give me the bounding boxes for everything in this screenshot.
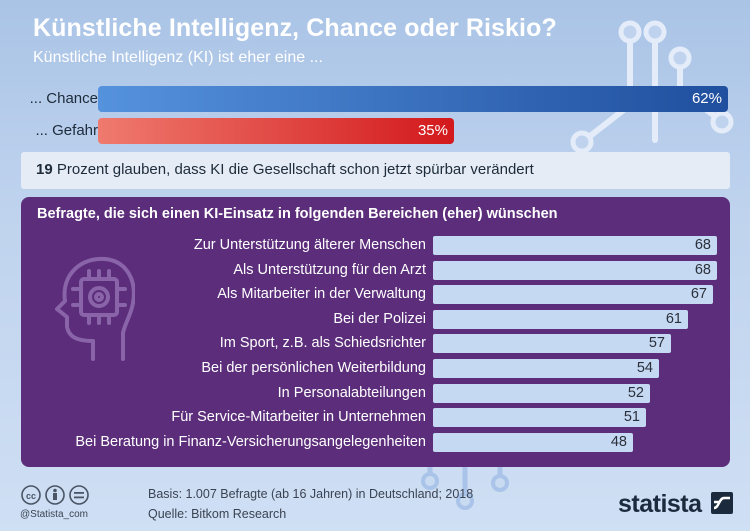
footer-basis: Basis: 1.007 Befragte (ab 16 Jahren) in … <box>148 487 474 501</box>
chance-value: 62% <box>691 90 722 107</box>
stat-description: Prozent glauben, dass KI die Gesellschaf… <box>56 161 534 178</box>
bar-label: Bei der persönlichen Weiterbildung <box>201 360 426 376</box>
bar <box>433 384 650 403</box>
gefahr-bar: 35% <box>98 118 454 144</box>
gefahr-row: ... Gefahr 35% <box>0 118 750 146</box>
stat-number: 19 <box>36 161 53 178</box>
bar <box>433 433 633 452</box>
bar-label: Als Mitarbeiter in der Verwaltung <box>217 286 426 302</box>
chart-title: Befragte, die sich einen KI-Einsatz in f… <box>37 206 558 222</box>
license-icons: cc <box>21 485 89 505</box>
bar-value-label: 54 <box>636 360 653 376</box>
stat-box: 19 Prozent glauben, dass KI die Gesellsc… <box>21 152 730 189</box>
gefahr-value: 35% <box>417 122 448 139</box>
statista-logo-mark-icon <box>711 492 733 514</box>
footer-handle: @Statista_com <box>20 509 88 520</box>
bar-label: Als Unterstützung für den Arzt <box>233 262 426 278</box>
bar <box>433 359 659 378</box>
bar <box>433 236 717 255</box>
circuit-decoration-icon <box>570 20 734 154</box>
bar-value-label: 48 <box>610 434 627 450</box>
bar-value-label: 68 <box>694 262 711 278</box>
wish-chart-panel: Befragte, die sich einen KI-Einsatz in f… <box>21 197 730 467</box>
chance-row: ... Chance 62% <box>0 86 750 114</box>
bar-label: In Personalabteilungen <box>277 385 426 401</box>
bar-label: Bei der Polizei <box>333 311 426 327</box>
page-title: Künstliche Intelligenz, Chance oder Risk… <box>33 14 557 42</box>
bar-label: Bei Beratung in Finanz-Versicherungsange… <box>75 434 426 450</box>
bar-value-label: 51 <box>623 409 640 425</box>
page-subtitle: Künstliche Intelligenz (KI) ist eher ein… <box>33 49 323 66</box>
bar-value-label: 52 <box>627 385 644 401</box>
bar <box>433 285 713 304</box>
bar <box>433 310 688 329</box>
bar-value-label: 57 <box>648 335 665 351</box>
gefahr-label: ... Gefahr <box>35 122 98 139</box>
bar-label: Im Sport, z.B. als Schiedsrichter <box>219 335 426 351</box>
bar-label: Für Service-Mitarbeiter in Unternehmen <box>171 409 426 425</box>
footer-source: Quelle: Bitkom Research <box>148 507 287 521</box>
statista-logo[interactable]: statista <box>618 490 702 518</box>
chance-bar: 62% <box>98 86 728 112</box>
bar <box>433 334 671 353</box>
ai-head-icon <box>55 256 135 361</box>
bar <box>433 261 717 280</box>
svg-text:cc: cc <box>26 491 36 501</box>
bar-value-label: 67 <box>690 286 707 302</box>
bar-value-label: 61 <box>665 311 682 327</box>
chance-label: ... Chance <box>29 90 98 107</box>
stat-text: 19 Prozent glauben, dass KI die Gesellsc… <box>36 161 534 178</box>
bar-value-label: 68 <box>694 237 711 253</box>
bar-label: Zur Unterstützung älterer Menschen <box>193 237 426 253</box>
bar <box>433 408 646 427</box>
